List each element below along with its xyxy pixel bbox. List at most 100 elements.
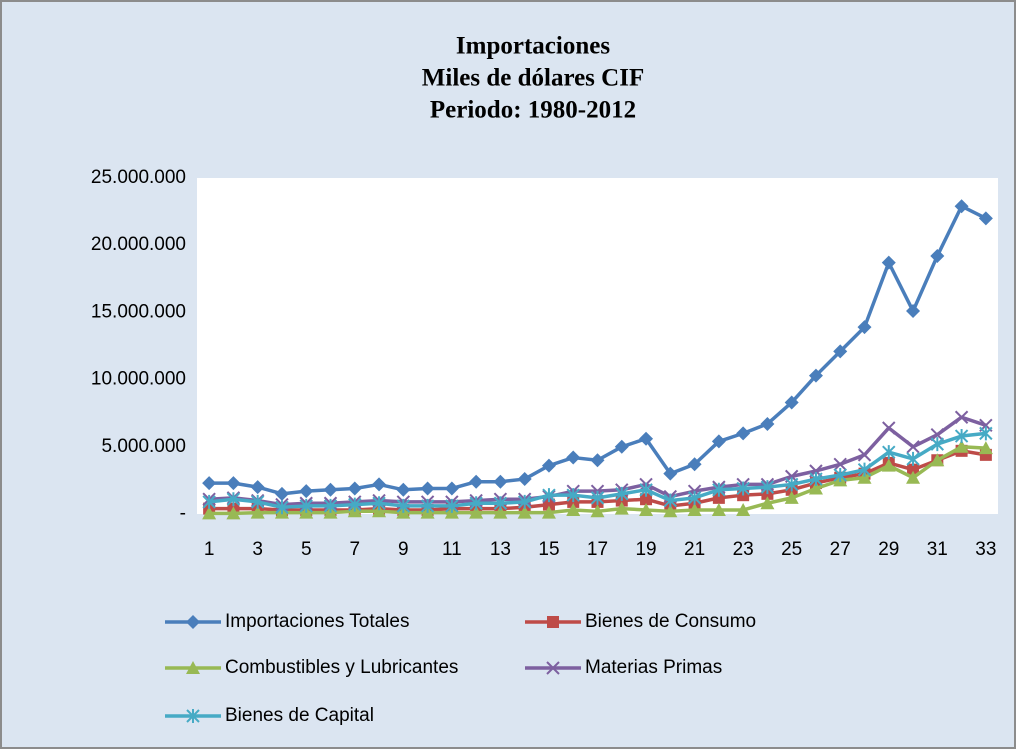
legend-label: Materias Primas [585, 657, 722, 678]
legend-marker [186, 615, 200, 629]
data-point [299, 484, 314, 499]
data-point [663, 493, 678, 508]
data-point [372, 504, 387, 518]
data-point [590, 490, 605, 505]
x-tick-label: 23 [733, 539, 754, 560]
data-point [736, 426, 751, 441]
data-point [954, 199, 969, 214]
y-tick-label: 5.000.000 [101, 436, 186, 457]
data-point [712, 482, 726, 497]
data-point [396, 482, 411, 497]
data-point [833, 344, 848, 359]
x-tick-label: 15 [538, 539, 559, 560]
data-point [857, 448, 872, 462]
data-point [639, 482, 653, 497]
y-tick-label: 15.000.000 [91, 301, 186, 322]
x-tick-label: 27 [830, 539, 851, 560]
data-point [493, 505, 508, 519]
data-point [906, 440, 920, 454]
data-point [517, 505, 532, 519]
data-point [882, 421, 896, 435]
data-point [930, 248, 945, 263]
data-point [542, 498, 555, 511]
data-point [445, 498, 459, 513]
x-tick-label: 7 [349, 539, 360, 560]
data-point [784, 395, 799, 410]
data-point [275, 500, 289, 515]
data-point [469, 474, 484, 489]
data-point [882, 445, 896, 460]
x-tick-label: 1 [204, 539, 215, 560]
data-point [226, 492, 241, 507]
legend-marker [546, 661, 560, 675]
x-tick-label: 31 [927, 539, 948, 560]
data-point [590, 504, 605, 518]
data-point [712, 491, 725, 504]
data-point [711, 434, 726, 449]
data-point [711, 502, 726, 516]
data-point [857, 470, 872, 484]
data-point [640, 493, 653, 506]
data-point [347, 481, 362, 496]
chart-subtitle: Miles de dólares CIF [422, 65, 644, 92]
data-point [906, 451, 920, 466]
data-point [517, 472, 532, 487]
x-tick-label: 11 [442, 539, 462, 560]
data-point [857, 320, 872, 335]
legend-label: Bienes de Consumo [585, 611, 756, 632]
data-point [809, 472, 823, 487]
data-point [784, 477, 799, 492]
y-tick-label: 25.000.000 [91, 167, 186, 188]
data-point [639, 502, 654, 516]
x-tick-label: 9 [398, 539, 409, 560]
data-point [687, 490, 702, 505]
data-point [372, 496, 386, 511]
legend-marker [186, 661, 200, 674]
data-point [954, 439, 969, 453]
data-point [590, 453, 605, 468]
data-point [784, 490, 799, 504]
x-tick-label: 3 [252, 539, 263, 560]
data-point [226, 506, 241, 520]
data-point [663, 504, 678, 518]
y-tick-label: 10.000.000 [91, 369, 186, 390]
data-point [906, 304, 921, 319]
legend-marker [186, 709, 200, 723]
data-point [954, 410, 969, 424]
data-point [736, 481, 750, 496]
data-point [614, 439, 629, 454]
data-point [954, 429, 969, 444]
data-point [566, 488, 580, 503]
y-tick-label: 20.000.000 [91, 234, 186, 255]
data-point [881, 458, 896, 472]
data-point [808, 481, 823, 495]
data-point [469, 505, 484, 519]
data-point [541, 505, 556, 519]
data-point [566, 450, 581, 465]
data-point [930, 453, 945, 467]
data-point [978, 211, 993, 226]
data-point [469, 496, 483, 511]
data-point [250, 505, 265, 519]
data-point [833, 457, 847, 471]
data-point [687, 457, 702, 472]
data-point [348, 497, 362, 512]
data-point [444, 481, 459, 496]
data-point [542, 488, 556, 503]
chart-title: Importaciones [456, 33, 610, 60]
data-point [760, 416, 775, 431]
data-point [639, 431, 654, 446]
data-point [420, 481, 435, 496]
data-point [907, 463, 920, 476]
data-point [493, 496, 508, 511]
data-point [299, 498, 313, 513]
data-point [978, 441, 993, 455]
data-point [808, 368, 823, 383]
y-tick-label: - [180, 503, 186, 524]
data-point [881, 255, 896, 270]
data-point [857, 462, 872, 477]
legend-label: Combustibles y Lubricantes [225, 657, 458, 678]
data-point [541, 458, 556, 473]
data-point [663, 466, 678, 481]
